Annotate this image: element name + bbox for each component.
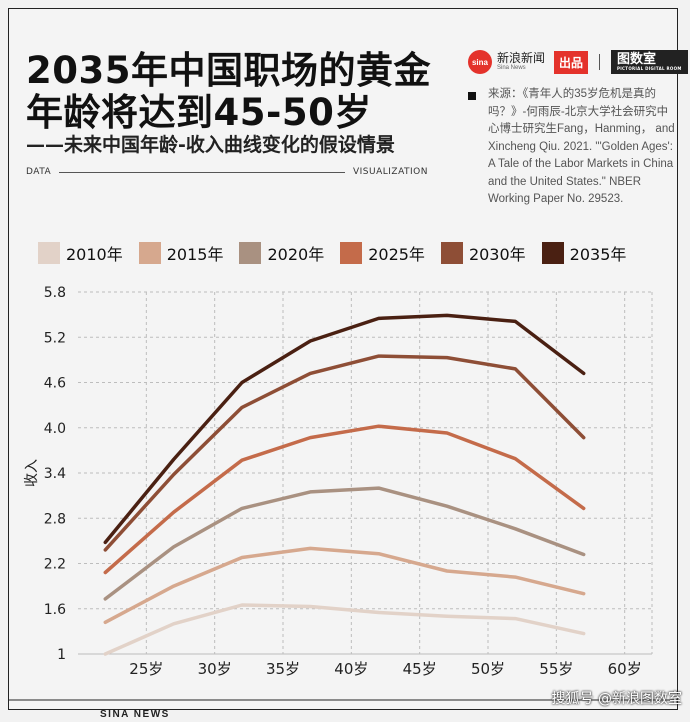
title-line-2: 年龄将达到45-50岁: [26, 91, 372, 134]
x-tick-label: 45岁: [403, 660, 437, 678]
tushi-logo: 图数室 PICTORIAL DIGITAL ROOM: [611, 50, 688, 74]
data-visualization-rule: DATA VISUALIZATION: [26, 167, 428, 177]
x-tick-label: 35岁: [266, 660, 300, 678]
legend-label: 2030年: [468, 245, 526, 264]
series-line: [103, 313, 586, 545]
data-label: DATA: [26, 167, 52, 177]
x-tick-label: 60岁: [608, 660, 642, 678]
y-tick-label: 2.8: [44, 511, 66, 527]
divider-line: [59, 171, 345, 173]
series-line: [103, 424, 586, 575]
y-axis-label: 收入: [24, 459, 40, 487]
footer-sina-news: SINA NEWS: [100, 709, 170, 720]
y-tick-label: 2.2: [44, 557, 66, 573]
tushi-logo-sub: PICTORIAL DIGITAL ROOM: [617, 66, 682, 71]
tushi-logo-text: 图数室: [617, 52, 657, 67]
legend-item: 2025年: [340, 241, 425, 265]
legend-label: 2020年: [267, 245, 325, 264]
y-tick-label: 3.4: [44, 466, 66, 482]
legend-swatch: [38, 242, 60, 264]
x-tick-label: 25岁: [129, 660, 163, 678]
y-tick-label: 4.6: [44, 376, 66, 392]
y-tick-label: 4.0: [44, 421, 66, 437]
y-tick-label: 5.2: [44, 330, 66, 346]
series-line: [103, 354, 586, 552]
legend-item: 2035年: [541, 241, 627, 265]
legend-item: 2015年: [138, 241, 224, 265]
brand-separator: [599, 54, 601, 70]
legend-label: 2010年: [66, 245, 123, 264]
legend-swatch: [541, 242, 564, 264]
chart-legend: 2010年 2015年 2020年 2025年 2030年 2035年: [38, 241, 668, 265]
legend-swatch: [239, 242, 262, 264]
visualization-label: VISUALIZATION: [352, 167, 428, 177]
source-square-icon: [468, 92, 476, 100]
legend-swatch: [340, 242, 363, 264]
brand-name-sub: Sina News: [497, 65, 526, 71]
legend-item: 2030年: [440, 241, 526, 265]
x-tick-label: 40岁: [334, 660, 368, 678]
legend-swatch: [440, 242, 463, 264]
legend-item: 2020年: [239, 241, 324, 265]
title-line-1: 2035年中国职场的黄金: [26, 49, 431, 92]
subtitle: ——未来中国年龄-收入曲线变化的假设情景: [26, 134, 395, 156]
legend-swatch: [138, 242, 161, 264]
y-tick-label: 1.6: [44, 602, 66, 618]
sina-logo-icon: sina: [468, 50, 492, 74]
footer-credit: 搜狐号 @新浪图数室: [551, 691, 682, 707]
brand-bar: sina 新浪新闻 Sina News 出品 图数室 PICTORIAL DIG…: [468, 49, 688, 75]
x-tick-label: 30岁: [198, 660, 232, 678]
series-line: [103, 486, 586, 601]
brand-name-block: 新浪新闻 Sina News: [497, 52, 545, 72]
x-tick-label: 55岁: [539, 660, 573, 678]
series-line: [103, 546, 586, 625]
legend-item: 2010年: [38, 241, 123, 265]
x-tick-label: 50岁: [471, 660, 505, 678]
legend-label: 2015年: [166, 245, 224, 264]
source-text: 来源：《青年人的35岁危机是真的吗？》-何雨辰-北京大学社会研究中心博士研究生F…: [488, 88, 675, 205]
y-tick-label: 1: [57, 647, 66, 663]
legend-label: 2025年: [368, 245, 425, 264]
y-tick-label: 5.8: [44, 285, 66, 301]
series-line: [103, 603, 586, 656]
chupin-badge: 出品: [554, 50, 589, 74]
legend-label: 2035年: [569, 245, 627, 264]
brand-name: 新浪新闻: [497, 51, 546, 65]
